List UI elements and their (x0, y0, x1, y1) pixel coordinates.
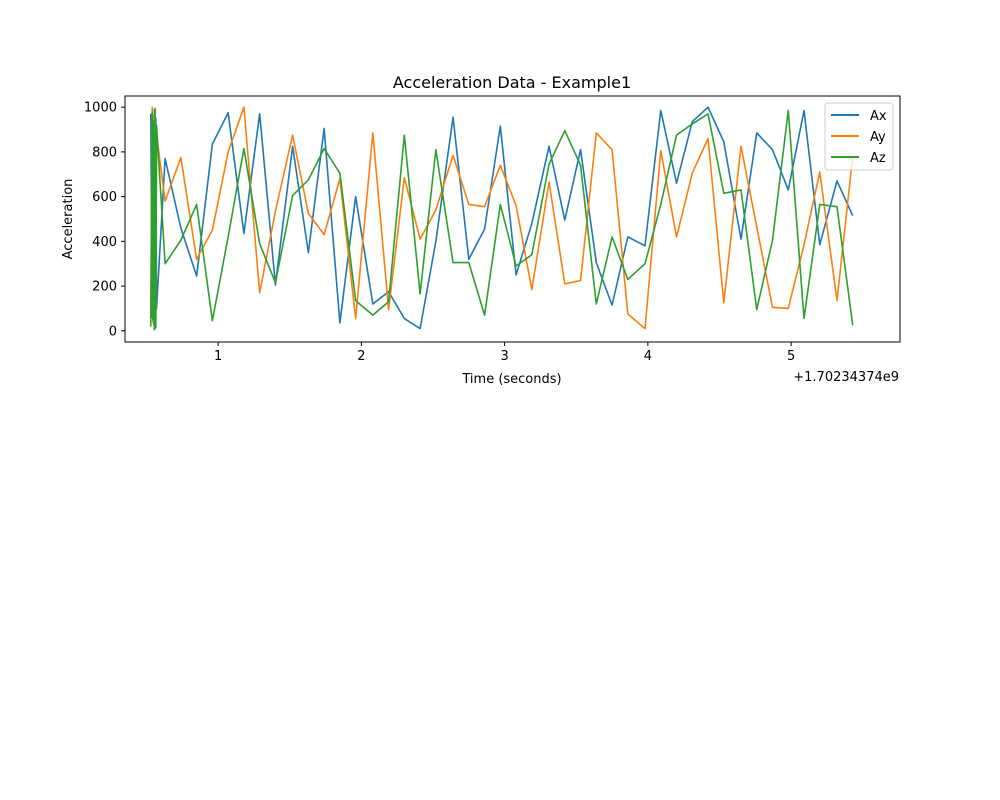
chart-title: Acceleration Data - Example1 (393, 73, 631, 92)
series-line-az (149, 108, 854, 331)
x-tick-label: 5 (787, 349, 795, 364)
series-line-ay (149, 106, 854, 330)
y-axis-label: Acceleration (61, 179, 76, 260)
y-tick-label: 200 (92, 280, 117, 295)
x-tick-label: 3 (500, 349, 508, 364)
legend-label-az: Az (870, 151, 886, 166)
x-tick-label: 4 (644, 349, 652, 364)
plot-area (124, 95, 901, 343)
y-tick-label: 1000 (84, 101, 117, 116)
y-tick-label: 600 (92, 190, 117, 205)
y-tick-label: 400 (92, 235, 117, 250)
x-axis-label: Time (seconds) (461, 372, 561, 387)
series-line-ax (149, 106, 854, 330)
y-axis: 0 200 400 600 800 1000 (84, 101, 125, 339)
x-axis-offset-label: +1.70234374e9 (793, 370, 899, 385)
plot-frame (124, 95, 901, 343)
legend-label-ay: Ay (870, 130, 886, 145)
y-tick-label: 0 (109, 324, 117, 339)
legend-label-ax: Ax (870, 109, 887, 124)
x-tick-label: 1 (214, 349, 222, 364)
series-layer (149, 106, 854, 331)
y-tick-label: 800 (92, 145, 117, 160)
x-axis: 1 2 3 4 5 (214, 342, 795, 364)
chart-legend: Ax Ay Az (824, 102, 894, 171)
x-tick-label: 2 (357, 349, 365, 364)
